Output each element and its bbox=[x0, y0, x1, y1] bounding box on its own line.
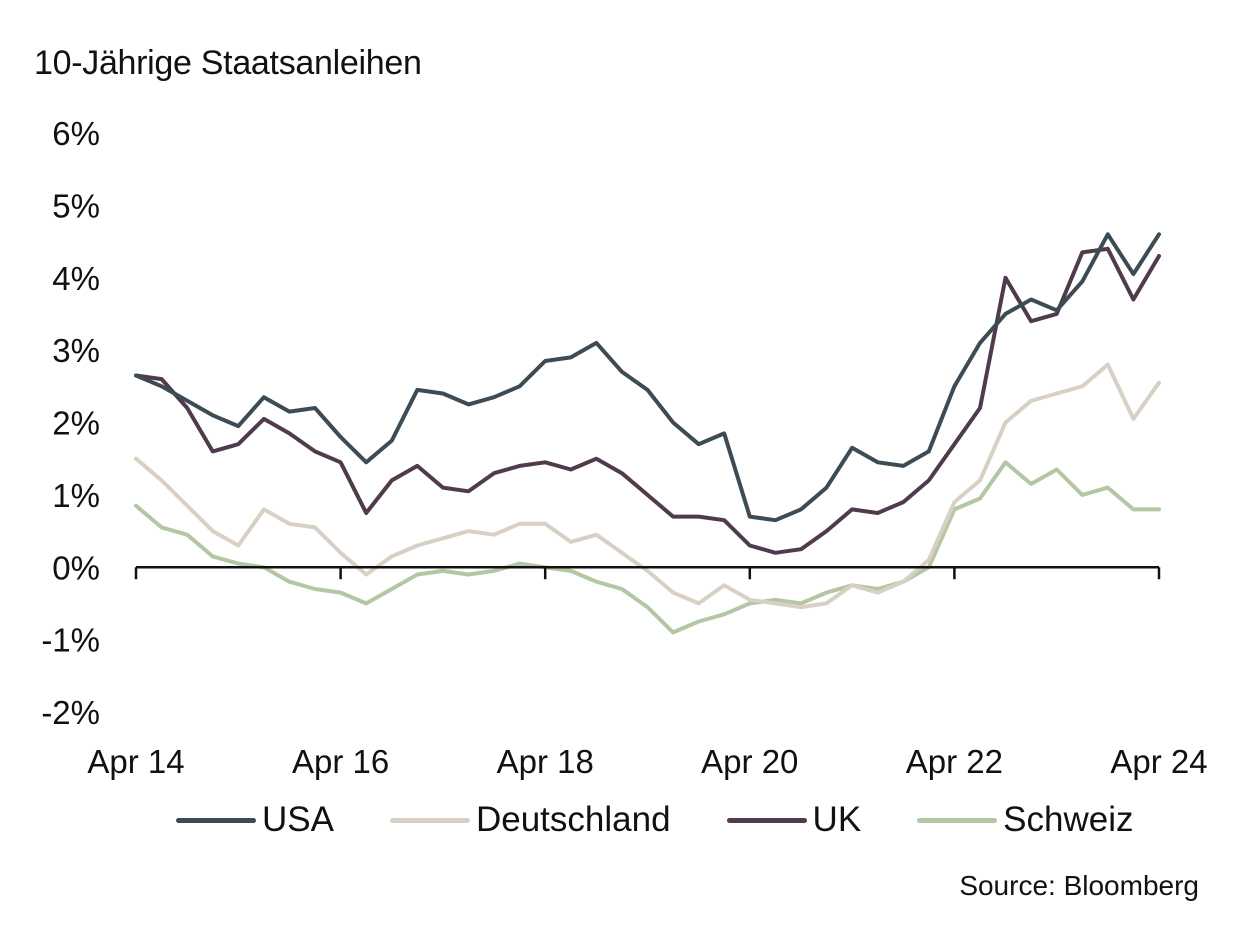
x-tick-label: Apr 16 bbox=[292, 743, 389, 780]
series-line-uk bbox=[134, 246, 1161, 555]
y-tick-label: 2% bbox=[52, 405, 100, 442]
legend: USA Deutschland UK Schweiz bbox=[176, 800, 1190, 840]
y-tick-label: 0% bbox=[52, 549, 100, 586]
legend-swatch bbox=[176, 817, 256, 823]
chart-title: 10-Jährige Staatsanleihen bbox=[34, 44, 422, 82]
legend-label: Deutschland bbox=[475, 800, 671, 839]
legend-item-schweiz: Schweiz bbox=[917, 800, 1134, 840]
x-tick-label: Apr 18 bbox=[497, 743, 594, 780]
y-tick-label: 3% bbox=[52, 332, 100, 369]
x-tick-label: Apr 24 bbox=[1110, 743, 1207, 780]
legend-item-uk: UK bbox=[726, 800, 862, 840]
legend-label: USA bbox=[262, 800, 334, 839]
y-tick-label: 4% bbox=[52, 260, 100, 297]
x-tick-label: Apr 20 bbox=[701, 743, 798, 780]
y-tick-label: -2% bbox=[41, 694, 100, 731]
x-axis bbox=[134, 566, 1161, 580]
x-tick-label: Apr 14 bbox=[87, 743, 184, 780]
y-tick-label: -1% bbox=[41, 622, 100, 659]
legend-swatch bbox=[389, 817, 470, 823]
legend-label: Schweiz bbox=[1003, 800, 1134, 839]
source-note: Source: Bloomberg bbox=[959, 870, 1199, 901]
y-tick-label: 5% bbox=[52, 187, 100, 224]
series-line-schweiz bbox=[134, 460, 1161, 635]
x-tick-label: Apr 22 bbox=[906, 743, 1003, 780]
legend-swatch bbox=[917, 817, 998, 823]
series-line-usa bbox=[134, 232, 1161, 523]
series-lines bbox=[134, 232, 1161, 635]
x-axis-labels: Apr 14 Apr 16 Apr 18 Apr 20 Apr 22 Apr 24 bbox=[87, 743, 1207, 780]
legend-item-usa: USA bbox=[176, 800, 334, 840]
legend-item-deutschland: Deutschland bbox=[389, 800, 671, 840]
y-axis-labels: 6% 5% 4% 3% 2% 1% 0% -1% -2% bbox=[41, 115, 100, 731]
y-tick-label: 6% bbox=[52, 115, 100, 152]
series-line-deutschland bbox=[134, 362, 1161, 610]
y-tick-label: 1% bbox=[52, 477, 100, 514]
legend-label: UK bbox=[812, 800, 862, 839]
legend-swatch bbox=[726, 817, 807, 823]
